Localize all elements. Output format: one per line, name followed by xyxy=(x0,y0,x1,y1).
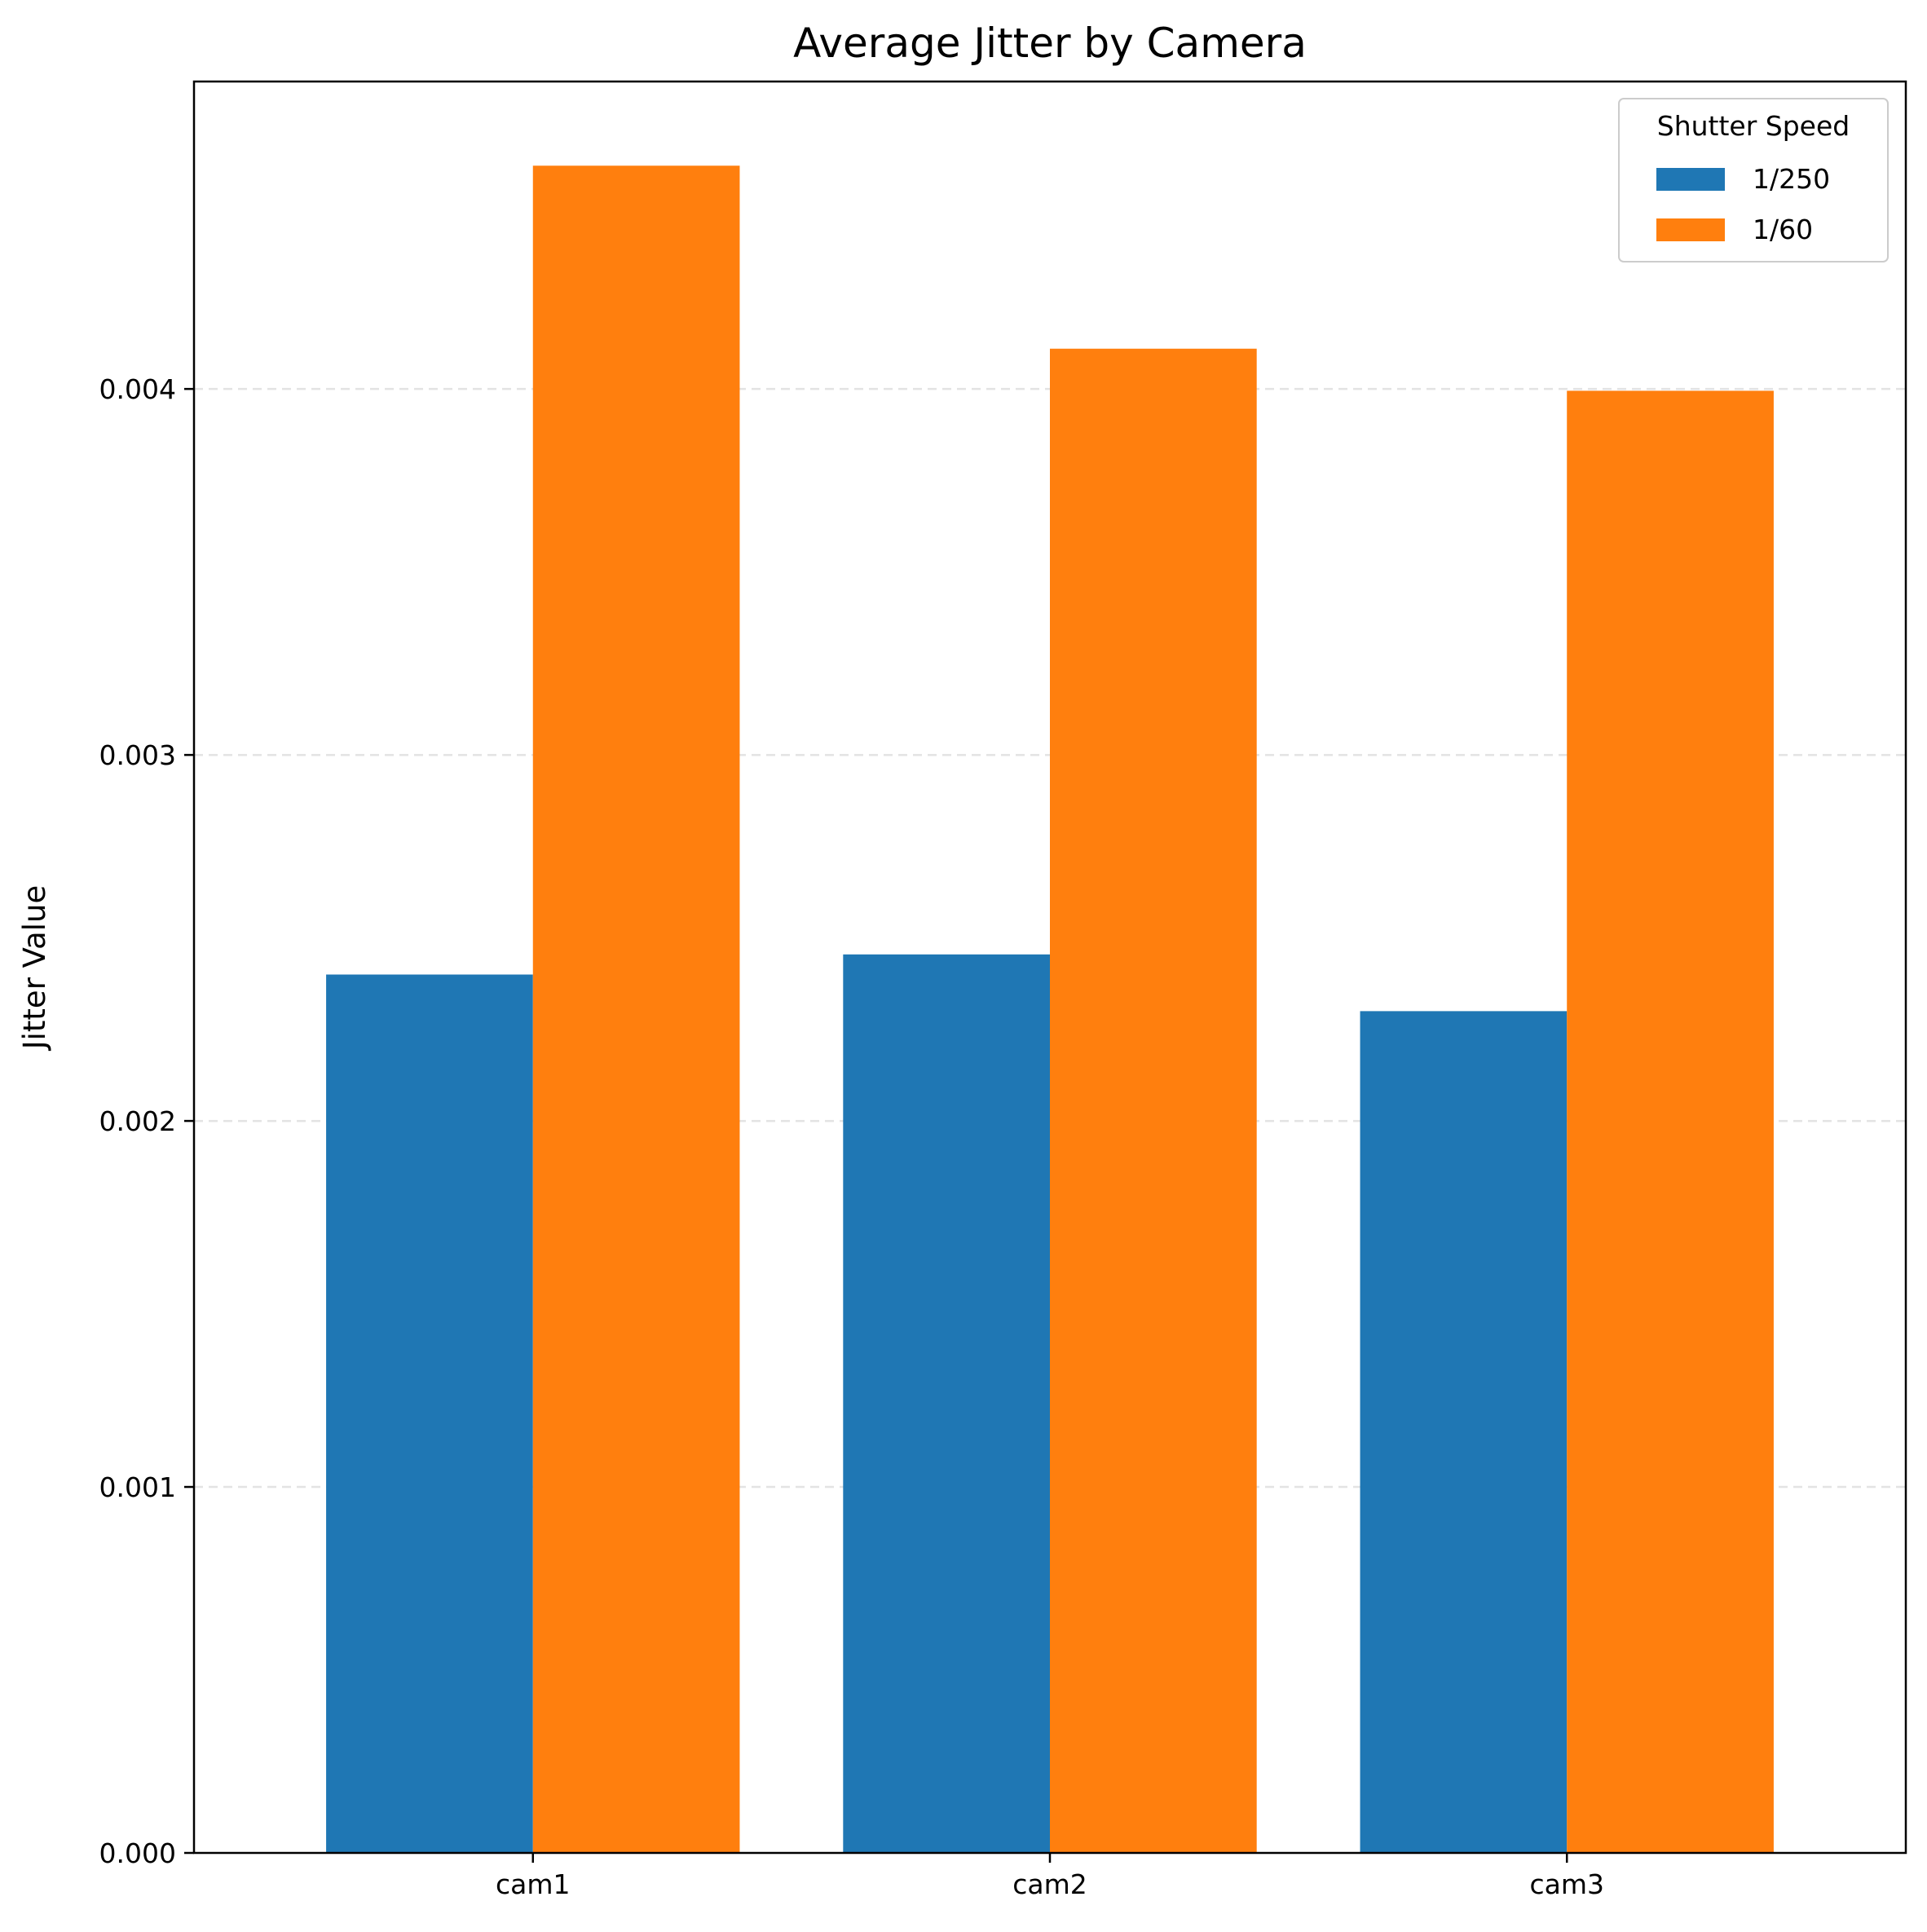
legend: Shutter Speed 1/250 1/60 xyxy=(1618,98,1889,262)
y-tick-label: 0.003 xyxy=(99,739,176,771)
bars xyxy=(326,165,1774,1854)
y-tick-label: 0.004 xyxy=(99,373,176,405)
y-tick-label: 0.001 xyxy=(99,1471,176,1503)
legend-title: Shutter Speed xyxy=(1657,110,1850,142)
bar-cam3-1-250 xyxy=(1360,1011,1568,1853)
legend-swatch xyxy=(1656,168,1725,191)
y-tick-label: 0.000 xyxy=(99,1837,176,1869)
bar-cam1-1-60 xyxy=(532,165,740,1853)
legend-items: 1/250 1/60 xyxy=(1656,163,1830,245)
y-tick-label: 0.002 xyxy=(99,1105,176,1137)
legend-label: 1/250 xyxy=(1753,163,1830,195)
bar-cam1-1-250 xyxy=(326,974,533,1853)
axis-ticks: 0.000 0.001 0.002 0.003 0.004 cam1 cam2 cam3 xyxy=(99,373,1604,1900)
x-tick-label: cam1 xyxy=(496,1868,571,1900)
bar-cam2-1-250 xyxy=(843,954,1050,1853)
chart-title: Average Jitter by Camera xyxy=(793,20,1307,67)
x-tick-label: cam3 xyxy=(1529,1868,1604,1900)
y-axis-label: Jitter Value xyxy=(17,885,52,1052)
x-tick-label: cam2 xyxy=(1012,1868,1087,1900)
bar-cam3-1-60 xyxy=(1567,390,1774,1853)
bar-cam2-1-60 xyxy=(1050,348,1257,1854)
legend-label: 1/60 xyxy=(1753,214,1813,245)
legend-swatch xyxy=(1656,218,1725,241)
